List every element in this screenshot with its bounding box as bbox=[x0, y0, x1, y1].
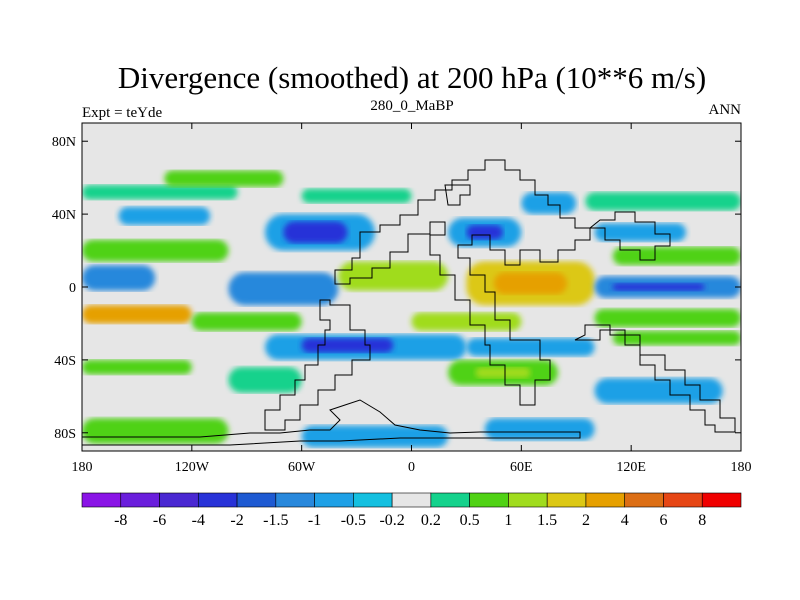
colorbar-swatch bbox=[236, 492, 277, 508]
coastline-eurasia-africa bbox=[334, 159, 591, 406]
colorbar-level-label: -0.2 bbox=[379, 512, 404, 529]
colorbar-level-label: -1 bbox=[308, 512, 321, 529]
y-tick-label: 80N bbox=[52, 135, 76, 150]
colorbar-level-label: 2 bbox=[582, 512, 590, 529]
contour-region bbox=[301, 188, 412, 204]
x-tick-label: 120E bbox=[616, 460, 646, 475]
colorbar-swatch bbox=[585, 492, 626, 508]
chart-title: Divergence (smoothed) at 200 hPa (10**6 … bbox=[118, 60, 706, 95]
y-tick-label: 40S bbox=[54, 354, 76, 369]
colorbar-level-label: 1.5 bbox=[537, 512, 557, 529]
contour-region bbox=[411, 312, 522, 331]
expt-label: Expt = teYde bbox=[82, 105, 162, 121]
colorbar-level-label: -2 bbox=[230, 512, 243, 529]
contour-region bbox=[521, 192, 577, 215]
contour-region bbox=[164, 170, 284, 187]
colorbar-level-label: 1 bbox=[504, 512, 512, 529]
contour-region bbox=[82, 305, 192, 324]
x-tick-label: 120W bbox=[175, 460, 210, 475]
coastline-australia bbox=[574, 324, 736, 433]
contour-region bbox=[283, 221, 348, 244]
contour-region bbox=[594, 378, 723, 404]
x-tick-label: 60E bbox=[510, 460, 533, 475]
colorbar-level-label: -1.5 bbox=[263, 512, 288, 529]
contour-region bbox=[466, 338, 595, 357]
colorbar-swatch bbox=[469, 492, 509, 508]
contour-region bbox=[338, 261, 449, 291]
contour-region bbox=[228, 367, 302, 393]
contour-region bbox=[191, 312, 302, 331]
y-axis-ticks: 80N 40N 0 40S 80S bbox=[52, 135, 741, 442]
colorbar-swatch bbox=[120, 492, 160, 508]
contour-region bbox=[612, 246, 741, 266]
contour-region bbox=[594, 308, 741, 328]
contour-region bbox=[82, 359, 192, 375]
contour-region bbox=[82, 239, 229, 262]
contour-fills bbox=[82, 123, 741, 451]
colorbar-level-label: 8 bbox=[698, 512, 706, 529]
coastline-greenland bbox=[444, 184, 471, 206]
colorbar-level-label: -0.5 bbox=[341, 512, 366, 529]
plot-area bbox=[82, 123, 741, 451]
colorbar-level-label: 4 bbox=[621, 512, 629, 529]
colorbar-level-label: 0.5 bbox=[460, 512, 480, 529]
season-label: ANN bbox=[709, 102, 742, 118]
contour-region bbox=[585, 192, 741, 211]
coastline-south-america bbox=[264, 299, 371, 431]
colorbar: -8 -6 -4 -2 -1.5 -1 -0.5 -0.2 0.2 0.5 1 1.5 2 4 6 8 bbox=[81, 492, 742, 529]
y-tick-label: 40N bbox=[52, 208, 76, 223]
colorbar-swatch bbox=[624, 492, 664, 508]
colorbar-swatch bbox=[701, 492, 742, 508]
x-tick-label: 180 bbox=[72, 460, 93, 475]
contour-region bbox=[82, 184, 238, 200]
colorbar-swatch bbox=[508, 492, 548, 508]
x-tick-label: 180 bbox=[731, 460, 752, 475]
colorbar-swatch bbox=[159, 492, 199, 508]
contour-region bbox=[118, 206, 211, 226]
contour-region bbox=[82, 265, 156, 291]
contour-region bbox=[594, 223, 687, 242]
y-tick-label: 0 bbox=[69, 281, 76, 296]
colorbar-level-label: 6 bbox=[659, 512, 667, 529]
colorbar-level-label: 0.2 bbox=[421, 512, 441, 529]
coastline-asia-east bbox=[588, 211, 671, 261]
x-axis-ticks: 180 120W 60W 0 60E 120E 180 bbox=[72, 123, 752, 475]
x-tick-label: 0 bbox=[408, 460, 415, 475]
colorbar-level-label: -8 bbox=[114, 512, 127, 529]
colorbar-swatch bbox=[546, 492, 587, 508]
x-tick-label: 60W bbox=[288, 460, 316, 475]
colorbar-swatch bbox=[81, 492, 122, 508]
colorbar-swatch bbox=[391, 492, 432, 508]
colorbar-level-label: -4 bbox=[192, 512, 205, 529]
colorbar-swatch bbox=[663, 492, 703, 508]
colorbar-swatch bbox=[197, 492, 238, 508]
contour-region bbox=[484, 418, 595, 441]
contour-region bbox=[82, 418, 229, 444]
contour-region bbox=[228, 272, 339, 306]
coastline-antarctica bbox=[82, 399, 581, 446]
colorbar-level-label: -6 bbox=[153, 512, 166, 529]
y-tick-label: 80S bbox=[54, 427, 76, 442]
colorbar-swatch bbox=[314, 492, 354, 508]
contour-region bbox=[301, 338, 394, 353]
contour-region bbox=[612, 330, 741, 346]
contour-region bbox=[301, 425, 449, 448]
contour-region bbox=[612, 283, 705, 291]
contour-region bbox=[493, 272, 568, 295]
colorbar-swatch bbox=[430, 492, 470, 508]
contour-region bbox=[466, 225, 504, 240]
colorbar-swatch bbox=[275, 492, 315, 508]
colorbar-swatch bbox=[353, 492, 393, 508]
contour-region bbox=[475, 367, 531, 379]
coastline-map bbox=[82, 159, 736, 446]
period-label: 280_0_MaBP bbox=[370, 98, 453, 114]
